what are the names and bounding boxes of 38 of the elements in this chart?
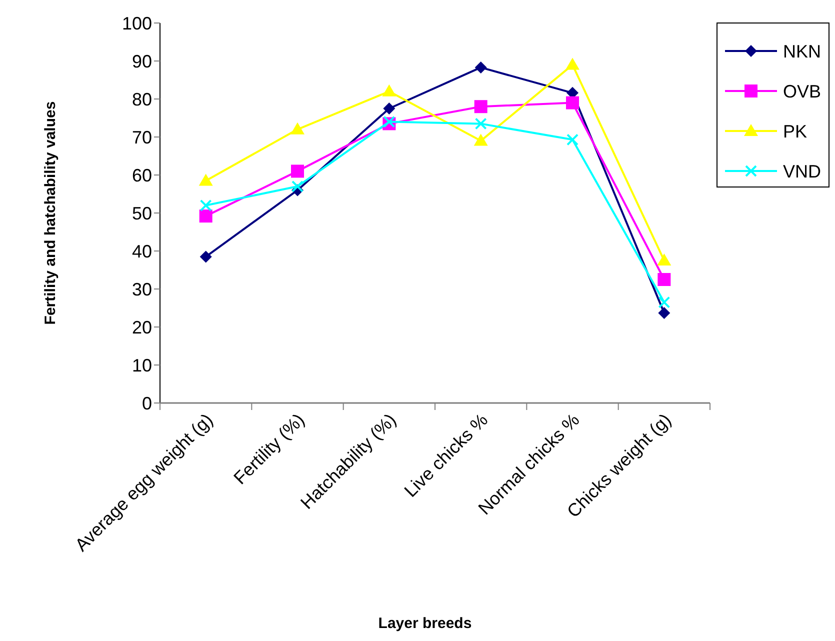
point <box>382 84 396 96</box>
y-tick-label: 30 <box>132 279 152 300</box>
y-tick-label: 70 <box>132 127 152 148</box>
point <box>290 122 304 134</box>
y-tick-label: 10 <box>132 355 152 376</box>
y-tick-label: 60 <box>132 165 152 186</box>
point <box>658 273 671 286</box>
point <box>200 199 212 212</box>
x-axis-title: Layer breeds <box>378 615 472 632</box>
y-axis-title: Fertility and hatchability values <box>42 101 59 325</box>
point <box>198 174 213 186</box>
legend-label: OVB <box>783 81 822 102</box>
point <box>292 180 304 192</box>
legend-label: PK <box>783 121 808 142</box>
point <box>658 306 670 319</box>
legend-label: VND <box>783 161 822 182</box>
y-tick-label: 0 <box>142 393 152 414</box>
point <box>474 118 487 130</box>
point <box>383 102 396 114</box>
y-tick-label: 80 <box>132 89 152 110</box>
y-tick-label: 50 <box>132 203 152 224</box>
point <box>474 134 488 146</box>
point <box>291 164 304 178</box>
point <box>566 96 579 110</box>
point <box>200 250 212 263</box>
point <box>658 296 670 308</box>
point <box>474 61 487 74</box>
point <box>199 210 212 223</box>
y-tick-label: 100 <box>122 13 152 34</box>
point <box>566 58 580 70</box>
point <box>566 134 578 146</box>
y-tick-label: 20 <box>132 317 152 338</box>
point <box>474 100 488 114</box>
point <box>383 116 396 128</box>
point <box>657 254 672 266</box>
y-tick-label: 40 <box>132 241 152 262</box>
y-tick-label: 90 <box>132 51 152 72</box>
legend-label: NKN <box>783 41 822 62</box>
